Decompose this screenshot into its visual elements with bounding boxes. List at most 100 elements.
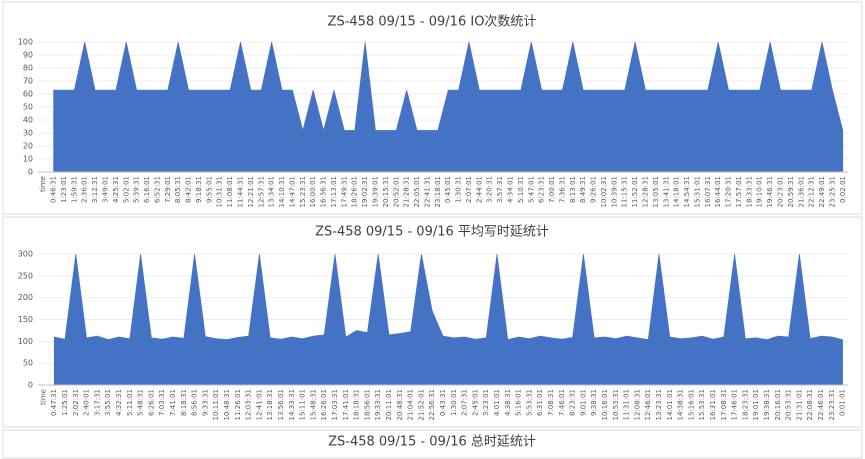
x-tick-label: 18:23:31 <box>741 389 749 420</box>
x-tick-label: 17:49:31 <box>340 176 348 207</box>
x-tick-label: 10:48:31 <box>223 389 231 420</box>
x-tick-label: 17:46:01 <box>731 389 739 420</box>
x-tick-label: 1:30:31 <box>455 176 463 203</box>
x-tick-label: 21:31:01 <box>795 389 803 420</box>
chart-title: ZS-458 09/15 - 09/16 总时延统计 <box>328 435 536 450</box>
x-tick-label: 9:33:31 <box>201 389 209 416</box>
x-tick-label: 4:32:31 <box>115 389 123 416</box>
x-tick-label: 19:38:31 <box>763 389 771 420</box>
x-tick-label: 9:55:01 <box>205 176 213 203</box>
y-tick-label: 100 <box>18 38 33 47</box>
x-tick-label: 8:05:31 <box>174 176 182 203</box>
x-tick-label: 21:52:01 <box>417 389 425 420</box>
x-tick-label: 3:12:31 <box>91 176 99 203</box>
y-tick-label: 10 <box>23 155 33 164</box>
x-tick-label: 3:49:01 <box>102 176 110 203</box>
x-tick-label: time <box>39 176 47 192</box>
x-tick-label: 12:46:01 <box>644 389 652 420</box>
x-tick-label: 12:08:31 <box>633 389 641 420</box>
x-tick-label: 22:12:31 <box>808 176 816 207</box>
y-tick-label: 30 <box>23 129 33 138</box>
y-tick-label: 90 <box>23 51 33 60</box>
x-tick-label: 0:46:31 <box>50 176 58 203</box>
x-tick-label: 14:01:01 <box>666 389 674 420</box>
x-tick-label: 5:11:01 <box>126 389 134 416</box>
x-tick-label: 12:21:01 <box>247 176 255 207</box>
x-tick-label: 11:26:01 <box>234 389 242 420</box>
x-tick-label: 15:48:31 <box>309 389 317 420</box>
x-tick-label: 10:31:31 <box>216 176 224 207</box>
x-tick-label: 18:33:31 <box>745 176 753 207</box>
x-tick-label: 7:03:31 <box>158 389 166 416</box>
x-tick-label: 19:46:31 <box>766 176 774 207</box>
x-tick-label: 0:47:31 <box>50 389 58 416</box>
x-tick-label: 7:46:01 <box>558 389 566 416</box>
x-tick-label: 7:36:31 <box>558 176 566 203</box>
x-tick-label: 15:16:01 <box>687 389 695 420</box>
y-tick-label: 250 <box>18 271 33 280</box>
x-tick-label: 20:16:01 <box>774 389 782 420</box>
x-tick-label: 11:31:01 <box>623 389 631 420</box>
x-tick-label: 10:11:01 <box>212 389 220 420</box>
x-tick-label: 8:42:01 <box>185 176 193 203</box>
x-tick-label: 18:18:31 <box>353 389 361 420</box>
x-tick-label: 13:18:31 <box>266 389 274 420</box>
x-tick-label: 11:52:01 <box>631 176 639 207</box>
x-tick-label: 22:05:01 <box>413 176 421 207</box>
x-tick-label: 20:53:31 <box>785 389 793 420</box>
x-tick-label: 1:59:31 <box>70 176 78 203</box>
x-tick-label: 2:36:01 <box>81 176 89 203</box>
y-tick-label: 0 <box>28 381 33 390</box>
y-tick-label: 0 <box>28 168 33 177</box>
x-tick-label: 7:29:01 <box>164 176 172 203</box>
x-tick-label: 18:26:01 <box>351 176 359 207</box>
x-tick-label: 1:25:01 <box>61 389 69 416</box>
x-tick-label: 2:07:31 <box>461 389 469 416</box>
x-tick-label: 13:34:01 <box>268 176 276 207</box>
x-tick-label: 10:16:01 <box>601 389 609 420</box>
x-tick-label: 12:57:31 <box>257 176 265 207</box>
x-tick-label: 4:25:31 <box>112 176 120 203</box>
x-tick-label: 11:15:31 <box>621 176 629 207</box>
x-tick-label: 5:48:31 <box>137 389 145 416</box>
x-tick-label: 9:18:31 <box>195 176 203 203</box>
x-tick-label: 19:02:31 <box>361 176 369 207</box>
y-tick-label: 150 <box>18 315 33 324</box>
x-tick-label: 21:36:01 <box>797 176 805 207</box>
x-tick-label: 16:44:01 <box>714 176 722 207</box>
area <box>53 41 844 173</box>
x-tick-label: 9:26:01 <box>590 176 598 203</box>
x-tick-label: 23:25:31 <box>828 176 836 207</box>
y-tick-label: 300 <box>18 250 33 259</box>
x-tick-label: 17:57:01 <box>735 176 743 207</box>
x-tick-label: 8:49:31 <box>579 176 587 203</box>
x-tick-label: 22:08:31 <box>806 389 814 420</box>
x-tick-label: 1:23:01 <box>60 176 68 203</box>
x-tick-label: 3:57:31 <box>496 176 504 203</box>
x-tick-label: 13:05:01 <box>652 176 660 207</box>
x-tick-label: 17:13:01 <box>330 176 338 207</box>
x-tick-label: 7:08:31 <box>547 389 555 416</box>
x-tick-label: 15:23:31 <box>299 176 307 207</box>
x-tick-label: 19:01:01 <box>752 389 760 420</box>
x-tick-label: 16:31:01 <box>709 389 717 420</box>
x-tick-label: 3:20:31 <box>486 176 494 203</box>
y-tick-label: 100 <box>18 337 33 346</box>
x-tick-label: 16:00:01 <box>309 176 317 207</box>
x-tick-label: 15:11:01 <box>299 389 307 420</box>
x-tick-label: 21:28:31 <box>403 176 411 207</box>
x-tick-label: 16:07:31 <box>704 176 712 207</box>
x-tick-label: 20:59:31 <box>787 176 795 207</box>
x-tick-label: 0:45:01 <box>444 176 452 203</box>
x-tick-label: 13:23:31 <box>655 389 663 420</box>
x-tick-label: 23:23:31 <box>828 389 836 420</box>
x-tick-label: 5:53:31 <box>525 389 533 416</box>
y-tick-label: 50 <box>23 359 33 368</box>
x-tick-label: 14:18:01 <box>673 176 681 207</box>
x-tick-label: 4:38:31 <box>504 389 512 416</box>
x-tick-label: 5:02:01 <box>122 176 130 203</box>
x-tick-label: time <box>39 389 47 405</box>
x-tick-label: 2:45:01 <box>471 389 479 416</box>
x-tick-label: 18:56:01 <box>363 389 371 420</box>
x-tick-label: 21:04:01 <box>407 389 415 420</box>
